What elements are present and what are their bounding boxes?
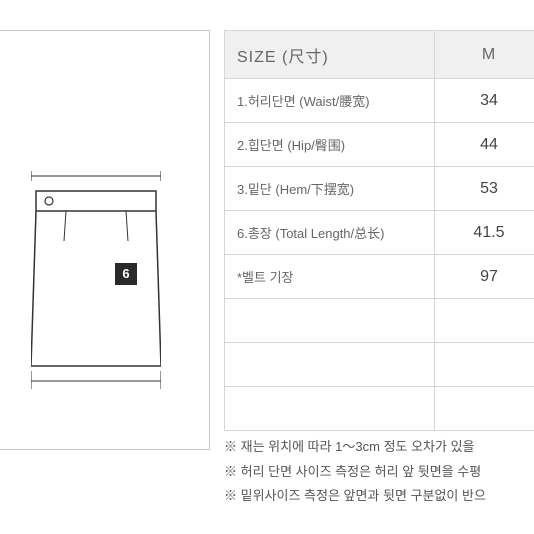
row-label: 3.밑단 (Hem/下摆宽): [225, 167, 435, 211]
row-label: *벨트 기장: [225, 255, 435, 299]
size-table-wrap: SIZE (尺寸) M 1.허리단면 (Waist/腰宽) 34 2.힙단면 (…: [224, 30, 534, 431]
note-line: ※ 재는 위치에 따라 1～3cm 정도 오차가 있을: [224, 435, 486, 460]
row-label: 2.힙단면 (Hip/臀围): [225, 123, 435, 167]
row-val: 44: [435, 123, 534, 167]
note-line: ※ 허리 단면 사이즈 측정은 허리 앞 뒷면을 수평: [224, 460, 486, 485]
table-header-row: SIZE (尺寸) M: [225, 31, 534, 79]
header-m: M: [435, 31, 534, 79]
table-row: 6.총장 (Total Length/总长) 41.5: [225, 211, 534, 255]
table-row: 3.밑단 (Hem/下摆宽) 53: [225, 167, 534, 211]
row-label: 1.허리단면 (Waist/腰宽): [225, 79, 435, 123]
table-row-empty: [225, 387, 534, 431]
table-row-empty: [225, 343, 534, 387]
row-val: 97: [435, 255, 534, 299]
row-val: 41.5: [435, 211, 534, 255]
size-table: SIZE (尺寸) M 1.허리단면 (Waist/腰宽) 34 2.힙단면 (…: [224, 30, 534, 431]
table-row: 1.허리단면 (Waist/腰宽) 34: [225, 79, 534, 123]
marker-6: 6: [115, 263, 137, 285]
table-row: 2.힙단면 (Hip/臀围) 44: [225, 123, 534, 167]
note-line: ※ 밑위사이즈 측정은 앞면과 뒷면 구분없이 반으: [224, 484, 486, 509]
row-val: 53: [435, 167, 534, 211]
skirt-diagram: [31, 171, 161, 391]
table-row: *벨트 기장 97: [225, 255, 534, 299]
row-label: 6.총장 (Total Length/总长): [225, 211, 435, 255]
table-row-empty: [225, 299, 534, 343]
header-size: SIZE (尺寸): [225, 31, 435, 79]
notes: ※ 재는 위치에 따라 1～3cm 정도 오차가 있을 ※ 허리 단면 사이즈 …: [224, 435, 486, 509]
diagram-panel: [0, 30, 210, 450]
row-val: 34: [435, 79, 534, 123]
